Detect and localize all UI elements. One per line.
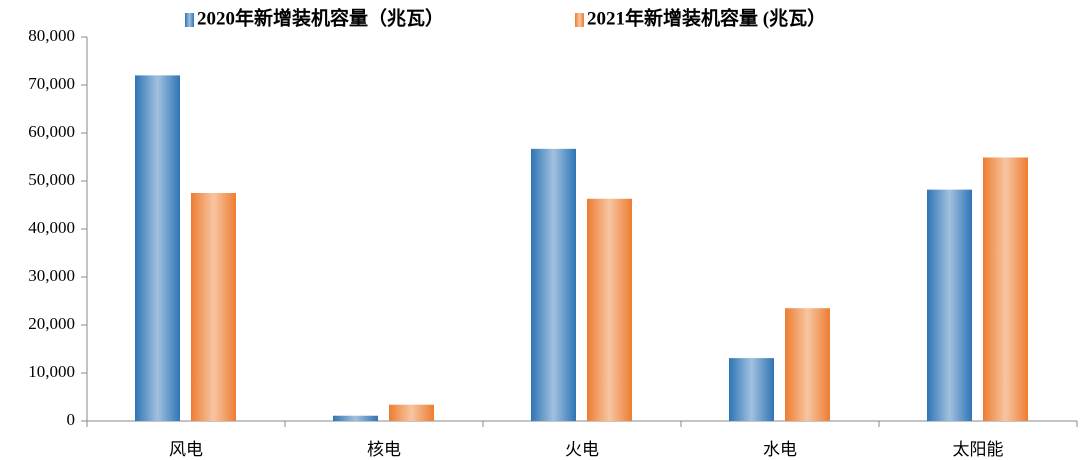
- legend-label: 2021年新增装机容量 (兆瓦）: [587, 6, 826, 29]
- y-tick-label: 40,000: [28, 218, 75, 237]
- bar: [983, 157, 1028, 422]
- y-tick-label: 10,000: [28, 362, 75, 381]
- bar: [729, 358, 774, 421]
- bar: [927, 189, 972, 421]
- bar: [333, 415, 378, 421]
- bar: [191, 193, 236, 421]
- y-tick-label: 30,000: [28, 266, 75, 285]
- bar: [531, 148, 576, 421]
- y-tick-label: 50,000: [28, 170, 75, 189]
- x-tick-label: 火电: [565, 440, 599, 459]
- bar: [389, 404, 434, 421]
- x-tick-label: 水电: [763, 440, 797, 459]
- y-tick-label: 60,000: [28, 122, 75, 141]
- bar: [135, 75, 180, 422]
- bar: [587, 198, 632, 421]
- x-tick-label: 风电: [169, 440, 203, 459]
- bar: [785, 308, 830, 421]
- legend-label: 2020年新增装机容量（兆瓦）: [197, 6, 444, 29]
- legend-marker: [575, 13, 584, 27]
- y-tick-label: 20,000: [28, 314, 75, 333]
- x-tick-label: 核电: [367, 440, 401, 459]
- y-tick-label: 80,000: [28, 26, 75, 45]
- legend-marker: [185, 13, 194, 27]
- y-tick-label: 70,000: [28, 74, 75, 93]
- x-tick-label: 太阳能: [953, 440, 1004, 459]
- y-tick-label: 0: [67, 410, 76, 429]
